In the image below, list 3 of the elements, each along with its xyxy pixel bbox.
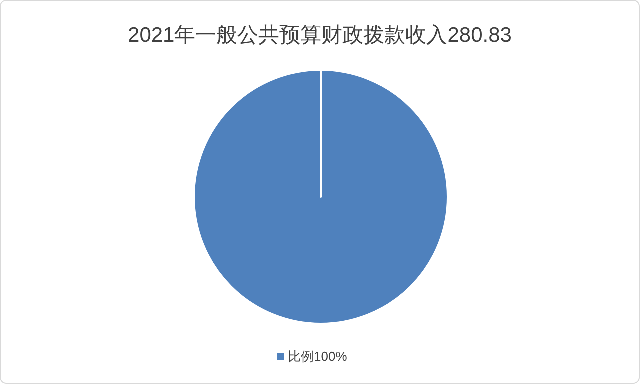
legend-label: 比例100%: [288, 349, 348, 364]
legend: 比例100%: [277, 349, 348, 364]
chart-title: 2021年一般公共预算财政拨款收入280.83: [128, 24, 512, 47]
